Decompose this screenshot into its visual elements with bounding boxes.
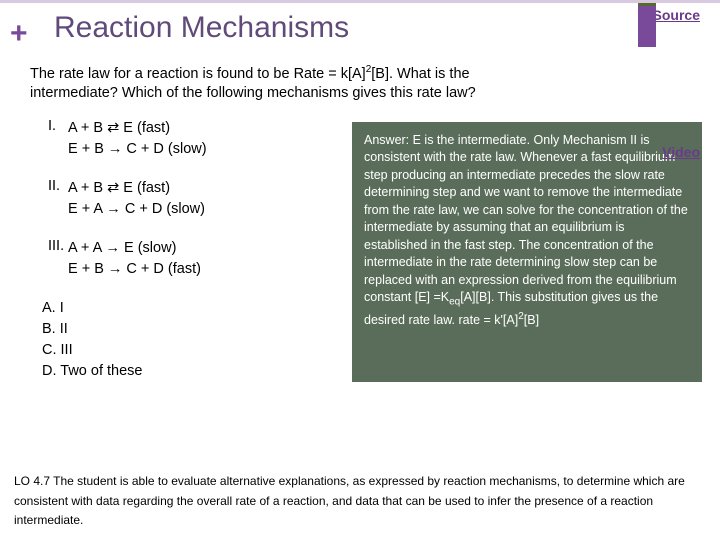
- answer-panel: Answer: E is the intermediate. Only Mech…: [352, 122, 702, 382]
- arrow-icon: →: [108, 141, 123, 157]
- eq-lhs: E + B: [68, 261, 108, 277]
- mechanism-2: II. A + B ⇄ E (fast) E + A → C + D (slow…: [30, 178, 340, 220]
- mechanism-equations: A + B ⇄ E (fast) E + B → C + D (slow): [68, 118, 207, 160]
- choice-c: C. III: [42, 340, 340, 361]
- mechanism-label: II.: [30, 178, 68, 220]
- slide-header: + Reaction Mechanisms Source: [0, 0, 720, 63]
- choice-d: D. Two of these: [42, 361, 340, 382]
- eq-rhs: E (slow): [120, 240, 176, 256]
- eq-lhs: A + A: [68, 240, 106, 256]
- mechanism-label: III.: [30, 238, 68, 280]
- arrow-icon: →: [108, 261, 123, 277]
- mechanism-label: I.: [30, 118, 68, 160]
- answer-text-1: Answer: E is the intermediate. Only Mech…: [364, 133, 688, 305]
- page-title: Reaction Mechanisms: [30, 11, 690, 45]
- eq-rhs: C + D (slow): [122, 141, 206, 157]
- eq-lhs: A + B: [68, 120, 107, 136]
- answer-text-3: [B]: [524, 313, 539, 327]
- mechanism-3: III. A + A → E (slow) E + B → C + D (fas…: [30, 238, 340, 280]
- arrow-icon: →: [106, 240, 121, 256]
- arrow-icon: →: [106, 201, 121, 217]
- eq-rhs: C + D (fast): [122, 261, 201, 277]
- mechanism-equations: A + B ⇄ E (fast) E + A → C + D (slow): [68, 178, 205, 220]
- eq-rhs: E (fast): [119, 120, 170, 136]
- question-part-3: intermediate? Which of the following mec…: [30, 85, 476, 101]
- title-accent-bar: [638, 3, 656, 47]
- eq-rhs: E (fast): [119, 180, 170, 196]
- choice-b: B. II: [42, 319, 340, 340]
- answer-subscript: eq: [449, 297, 460, 308]
- question-part-2: [B]. What is the: [371, 66, 469, 82]
- source-link[interactable]: Source: [653, 7, 700, 23]
- choice-a: A. I: [42, 298, 340, 319]
- eq-lhs: E + A: [68, 201, 106, 217]
- question-part-1: The rate law for a reaction is found to …: [30, 66, 366, 82]
- question-text: The rate law for a reaction is found to …: [0, 63, 720, 104]
- eq-lhs: E + B: [68, 141, 108, 157]
- arrow-icon: ⇄: [107, 180, 119, 196]
- eq-rhs: C + D (slow): [121, 201, 205, 217]
- plus-icon: +: [10, 17, 28, 51]
- eq-lhs: A + B: [68, 180, 107, 196]
- learning-objective: LO 4.7 The student is able to evaluate a…: [14, 472, 706, 530]
- mechanism-equations: A + A → E (slow) E + B → C + D (fast): [68, 238, 201, 280]
- arrow-icon: ⇄: [107, 120, 119, 136]
- mechanism-1: I. A + B ⇄ E (fast) E + B → C + D (slow): [30, 118, 340, 160]
- mechanisms-column: I. A + B ⇄ E (fast) E + B → C + D (slow)…: [30, 118, 340, 382]
- answer-choices: A. I B. II C. III D. Two of these: [30, 298, 340, 382]
- video-link[interactable]: Video: [662, 144, 700, 160]
- content-row: I. A + B ⇄ E (fast) E + B → C + D (slow)…: [0, 104, 720, 382]
